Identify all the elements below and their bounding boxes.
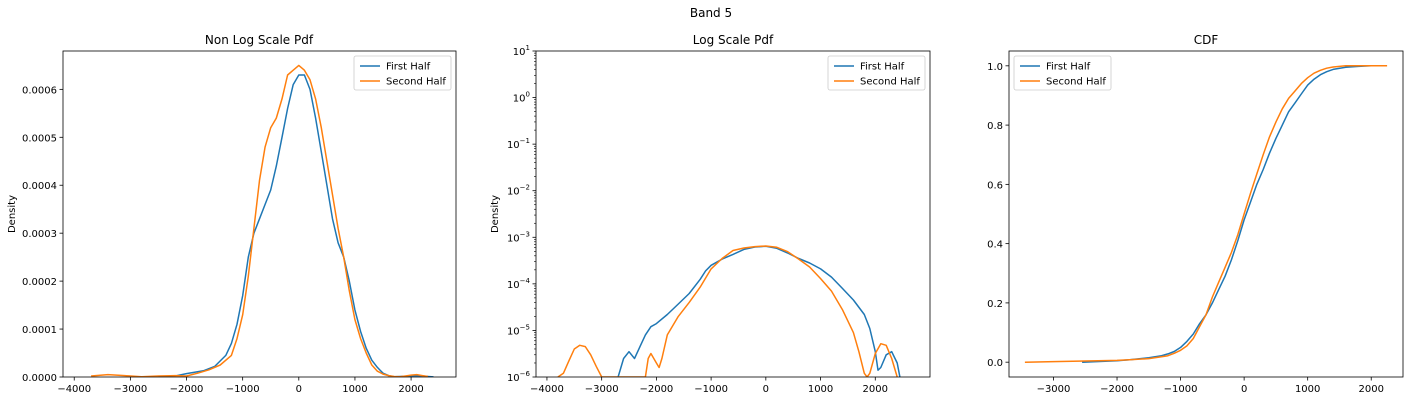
x-tick-label: −4000 [530,384,564,395]
x-tick-label: 0 [763,384,769,395]
y-tick-label: 10−1 [507,137,530,151]
x-tick-label: −1000 [1164,384,1198,395]
x-tick-label: 1000 [808,384,833,395]
ticks-cdf: −3000 −2000 −1000 0 1000 2000 0.0 0.2 0.4 0.6 0.8 1… [987,62,1384,395]
series-line-first-half [617,245,901,377]
y-tick-label: 0.0004 [22,181,57,192]
x-tick-label: −1000 [694,384,728,395]
axes-frame-cdf [1008,50,1404,378]
y-tick-label: 0.0005 [22,133,57,144]
x-tick-label: 2000 [398,384,423,395]
y-tick-label: 10−3 [507,230,530,244]
panel-title-non-log-pdf: Non Log Scale Pdf [205,33,314,47]
legend-log-pdf: First Half Second Half [827,55,926,91]
x-tick-label: −1000 [226,384,260,395]
y-tick-label: 0.0 [987,358,1003,369]
series-line-first-half [158,74,434,377]
series-line-second-half [557,245,898,377]
x-tick-label: −2000 [639,384,673,395]
y-tick-label: 0.0000 [22,373,57,384]
axes-frame-non-log-pdf [62,50,457,378]
y-tick-label: 0.2 [987,299,1003,310]
ticks-log-pdf: −4000 −3000 −2000 −1000 0 1000 2000 10−6 10−5 10−… [507,44,888,395]
legend-non-log-pdf: First Half Second Half [353,55,452,91]
x-tick-label: 0 [1241,384,1247,395]
axes-frame-log-pdf [535,50,931,378]
y-tick-label: 10−6 [507,370,531,384]
y-tick-label: 0.0003 [22,229,57,240]
panel-cdf: CDF −3000 −2000 −1000 0 1000 2000 0.0 0.2 0.4 0.6… [987,33,1404,395]
panel-title-cdf: CDF [1194,33,1219,47]
legend-label: Second Half [1046,77,1106,88]
x-tick-label: 1000 [342,384,367,395]
y-tick-label: 0.8 [987,121,1003,132]
y-tick-label: 10−5 [507,323,530,337]
y-tick-label: 10−4 [507,277,531,291]
series-line-second-half [91,64,429,377]
series-log-pdf [557,245,901,377]
panel-log-pdf: Log Scale Pdf Density −4000 −3000 −2000 −10… [490,33,931,395]
x-tick-label: 0 [296,384,302,395]
legend-label: First Half [1046,62,1091,73]
x-tick-label: −2000 [170,384,204,395]
ticks-non-log-pdf: −4000 −3000 −2000 −1000 0 1000 2000 0.0000 0.000… [22,85,424,395]
y-tick-label: 0.0002 [22,277,57,288]
series-non-log-pdf [91,64,434,377]
series-line-first-half [1082,65,1384,363]
legend-label: First Half [386,62,431,73]
legend-label: First Half [860,62,905,73]
x-tick-label: −3000 [113,384,147,395]
x-tick-label: 1000 [1295,384,1320,395]
x-tick-label: −2000 [1100,384,1134,395]
x-tick-label: 2000 [863,384,888,395]
y-tick-label: 101 [513,44,530,58]
legend-label: Second Half [386,77,446,88]
y-tick-label: 0.6 [987,180,1003,191]
y-tick-label: 1.0 [987,62,1003,73]
y-tick-label: 0.0001 [22,325,57,336]
series-cdf [1024,65,1388,363]
ylabel-non-log-pdf: Density [7,195,18,233]
x-tick-label: −3000 [1037,384,1071,395]
panel-non-log-pdf: Non Log Scale Pdf Density −4000 −3000 −200… [7,33,457,395]
legend-cdf: First Half Second Half [1013,55,1112,91]
x-tick-label: 2000 [1358,384,1383,395]
ylabel-log-pdf: Density [490,195,501,233]
y-tick-label: 100 [513,91,530,105]
panel-title-log-pdf: Log Scale Pdf [693,33,774,47]
x-tick-label: −3000 [585,384,619,395]
y-tick-label: 0.0006 [22,85,57,96]
y-tick-label: 0.4 [987,240,1003,251]
figure-suptitle: Band 5 [690,6,732,20]
y-tick-label: 10−2 [507,184,530,198]
x-tick-label: −4000 [57,384,91,395]
legend-label: Second Half [860,77,920,88]
series-line-second-half [1024,65,1388,363]
